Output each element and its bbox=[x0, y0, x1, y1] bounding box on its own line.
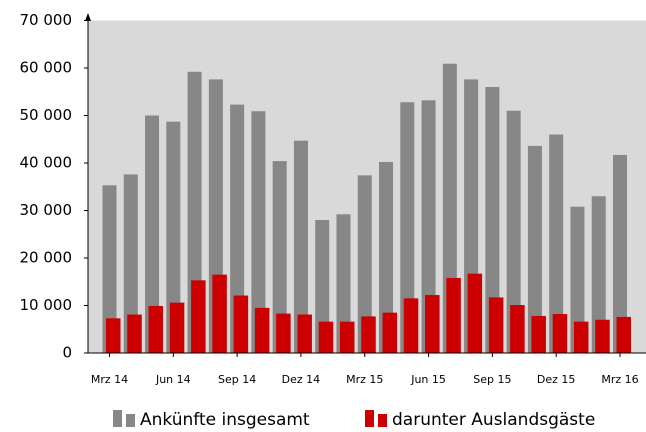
bar bbox=[613, 154, 627, 353]
bar bbox=[403, 298, 419, 353]
bar bbox=[191, 280, 206, 353]
bar bbox=[573, 321, 589, 353]
legend-swatch bbox=[126, 414, 135, 427]
bar bbox=[467, 273, 483, 353]
bar bbox=[169, 302, 185, 353]
bar bbox=[616, 316, 631, 353]
bar bbox=[106, 318, 121, 353]
y-tick-label: 0 bbox=[62, 344, 72, 362]
bar bbox=[591, 196, 606, 353]
bar bbox=[315, 220, 330, 353]
bar bbox=[336, 214, 351, 353]
bar bbox=[446, 277, 461, 353]
bar bbox=[272, 161, 287, 353]
x-tick-label: Sep 15 bbox=[473, 373, 511, 386]
x-tick-label: Sep 14 bbox=[218, 373, 256, 386]
bar bbox=[102, 185, 117, 353]
bar bbox=[148, 305, 164, 353]
bar bbox=[382, 312, 398, 353]
y-tick-label: 20 000 bbox=[20, 249, 73, 267]
y-tick-label: 10 000 bbox=[20, 296, 73, 314]
bar bbox=[254, 307, 270, 353]
bar bbox=[421, 100, 436, 353]
bar bbox=[357, 175, 372, 353]
bar bbox=[276, 313, 291, 353]
x-tick-label: Mrz 15 bbox=[346, 373, 383, 386]
bar bbox=[488, 297, 504, 353]
y-tick-label: 60 000 bbox=[20, 59, 73, 77]
x-tick-label: Mrz 14 bbox=[91, 373, 128, 386]
legend-swatch bbox=[113, 410, 122, 427]
bar bbox=[166, 121, 181, 353]
bar bbox=[233, 295, 249, 353]
x-tick-label: Jun 14 bbox=[155, 373, 191, 386]
bar bbox=[293, 140, 308, 353]
legend-swatch bbox=[365, 410, 374, 427]
x-tick-label: Dez 15 bbox=[537, 373, 576, 386]
bar bbox=[297, 314, 312, 353]
bar bbox=[318, 321, 334, 353]
y-tick-label: 50 000 bbox=[20, 106, 73, 124]
bar bbox=[485, 87, 500, 353]
bar bbox=[230, 104, 245, 353]
bar bbox=[361, 316, 376, 353]
y-axis-arrow bbox=[85, 13, 91, 21]
bar bbox=[595, 319, 610, 353]
bar bbox=[123, 174, 138, 353]
x-tick-label: Dez 14 bbox=[282, 373, 321, 386]
y-tick-label: 40 000 bbox=[20, 154, 73, 172]
bar bbox=[145, 115, 160, 353]
legend-label: Ankünfte insgesamt bbox=[140, 410, 310, 430]
y-tick-label: 30 000 bbox=[20, 201, 73, 219]
bar bbox=[379, 162, 394, 353]
x-tick-label: Mrz 16 bbox=[601, 373, 638, 386]
bar bbox=[425, 295, 440, 353]
bar bbox=[400, 102, 415, 353]
bar bbox=[339, 321, 355, 353]
bar bbox=[510, 305, 525, 353]
bar bbox=[212, 274, 227, 353]
legend-swatch bbox=[378, 414, 387, 427]
bar bbox=[527, 145, 542, 353]
bar bbox=[506, 110, 521, 353]
y-tick-label: 70 000 bbox=[20, 11, 73, 29]
bar bbox=[127, 314, 142, 353]
bar bbox=[552, 314, 568, 353]
bar bbox=[531, 315, 546, 353]
legend-label: darunter Auslandsgäste bbox=[392, 410, 595, 430]
bar bbox=[549, 134, 564, 353]
bar bbox=[251, 111, 266, 353]
bar bbox=[570, 206, 585, 353]
x-tick-label: Jun 15 bbox=[410, 373, 446, 386]
